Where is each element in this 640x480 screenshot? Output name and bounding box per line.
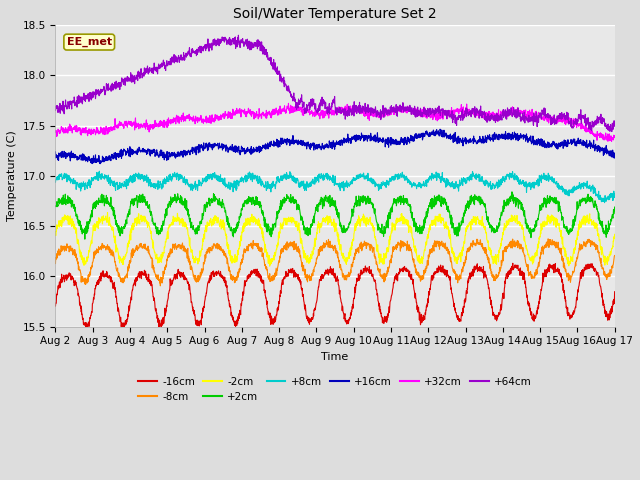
Line: +2cm: +2cm bbox=[56, 192, 614, 239]
-8cm bbox=[595, 250, 602, 256]
+16cm bbox=[324, 145, 332, 151]
-2cm bbox=[595, 235, 603, 241]
+16cm bbox=[436, 126, 444, 132]
+16cm bbox=[595, 147, 602, 153]
-8cm bbox=[544, 236, 552, 242]
-2cm bbox=[492, 260, 500, 265]
+16cm bbox=[52, 149, 60, 155]
+64cm bbox=[80, 90, 88, 96]
+16cm bbox=[97, 161, 104, 167]
+8cm bbox=[601, 200, 609, 205]
Line: +16cm: +16cm bbox=[56, 129, 614, 164]
+64cm bbox=[608, 129, 616, 134]
+8cm bbox=[595, 192, 602, 198]
+16cm bbox=[492, 132, 500, 137]
+8cm bbox=[595, 189, 602, 194]
+64cm bbox=[324, 104, 332, 109]
+16cm bbox=[595, 144, 603, 149]
+32cm bbox=[285, 100, 292, 106]
+8cm bbox=[52, 180, 60, 185]
+32cm bbox=[611, 133, 618, 139]
+32cm bbox=[52, 128, 60, 133]
+64cm bbox=[492, 118, 500, 123]
-2cm bbox=[324, 222, 332, 228]
+2cm bbox=[611, 204, 618, 210]
-8cm bbox=[595, 249, 603, 255]
-8cm bbox=[324, 240, 332, 246]
-16cm bbox=[492, 312, 500, 318]
+32cm bbox=[324, 112, 332, 118]
-16cm bbox=[324, 266, 332, 272]
+8cm bbox=[80, 180, 88, 186]
-8cm bbox=[157, 283, 164, 288]
+2cm bbox=[324, 196, 332, 202]
-2cm bbox=[266, 263, 273, 269]
-16cm bbox=[83, 326, 91, 332]
-8cm bbox=[52, 261, 60, 266]
+64cm bbox=[595, 119, 602, 125]
-16cm bbox=[509, 260, 516, 266]
Line: -2cm: -2cm bbox=[56, 213, 614, 266]
X-axis label: Time: Time bbox=[321, 352, 349, 362]
-8cm bbox=[611, 252, 618, 258]
+64cm bbox=[611, 123, 618, 129]
+64cm bbox=[52, 108, 60, 113]
-16cm bbox=[80, 320, 88, 325]
+2cm bbox=[80, 229, 88, 235]
-2cm bbox=[104, 210, 111, 216]
+2cm bbox=[309, 217, 317, 223]
Y-axis label: Temperature (C): Temperature (C) bbox=[7, 131, 17, 221]
Line: +64cm: +64cm bbox=[56, 35, 614, 132]
+8cm bbox=[324, 177, 332, 183]
+16cm bbox=[80, 155, 88, 160]
+64cm bbox=[309, 99, 317, 105]
Line: +8cm: +8cm bbox=[56, 171, 614, 203]
+8cm bbox=[492, 182, 500, 188]
+32cm bbox=[309, 113, 317, 119]
+2cm bbox=[492, 228, 500, 234]
-16cm bbox=[595, 275, 603, 280]
Line: +32cm: +32cm bbox=[56, 103, 614, 142]
+8cm bbox=[611, 191, 618, 196]
+32cm bbox=[492, 111, 500, 117]
+32cm bbox=[608, 139, 616, 144]
-8cm bbox=[80, 276, 88, 282]
+2cm bbox=[595, 212, 603, 218]
-16cm bbox=[52, 303, 60, 309]
+2cm bbox=[52, 203, 60, 209]
+2cm bbox=[595, 210, 602, 216]
+2cm bbox=[81, 236, 89, 242]
+16cm bbox=[611, 155, 618, 161]
-2cm bbox=[309, 251, 317, 257]
-16cm bbox=[611, 289, 618, 295]
-16cm bbox=[309, 316, 317, 322]
+64cm bbox=[595, 115, 602, 120]
-2cm bbox=[611, 231, 618, 237]
+8cm bbox=[95, 168, 103, 174]
-2cm bbox=[52, 229, 60, 235]
-2cm bbox=[595, 231, 602, 237]
-8cm bbox=[492, 272, 500, 277]
+32cm bbox=[595, 132, 602, 138]
Line: -8cm: -8cm bbox=[56, 239, 614, 286]
-16cm bbox=[595, 272, 602, 278]
+16cm bbox=[309, 142, 317, 148]
-2cm bbox=[80, 263, 88, 268]
Title: Soil/Water Temperature Set 2: Soil/Water Temperature Set 2 bbox=[233, 7, 437, 21]
Line: -16cm: -16cm bbox=[56, 263, 614, 329]
+2cm bbox=[508, 189, 516, 195]
+32cm bbox=[595, 131, 602, 137]
+64cm bbox=[235, 32, 243, 38]
Legend: -16cm, -8cm, -2cm, +2cm, +8cm, +16cm, +32cm, +64cm: -16cm, -8cm, -2cm, +2cm, +8cm, +16cm, +3… bbox=[134, 372, 536, 406]
+32cm bbox=[80, 127, 88, 133]
+8cm bbox=[309, 176, 317, 182]
-8cm bbox=[309, 273, 317, 279]
Text: EE_met: EE_met bbox=[67, 37, 112, 47]
